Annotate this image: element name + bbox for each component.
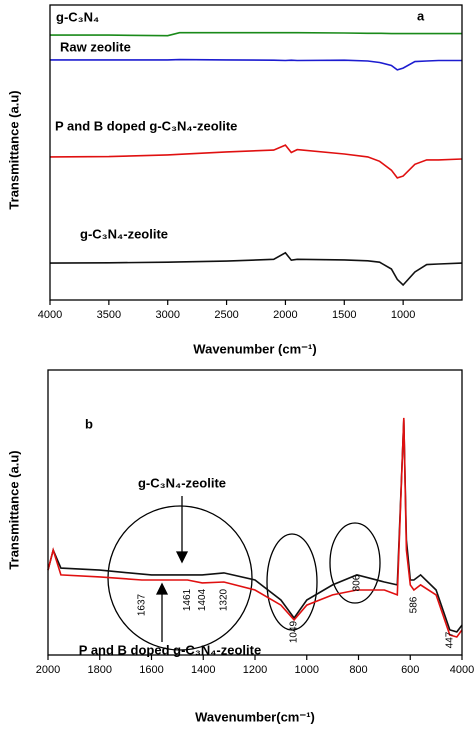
region-ellipse <box>266 533 318 631</box>
peak-label: 586 <box>409 596 420 613</box>
spectrum-line <box>50 31 462 37</box>
y-axis-label: Transmittance (a.u) <box>6 450 21 569</box>
peak-label: 806 <box>352 574 363 591</box>
x-tick-label: 4000 <box>38 309 62 321</box>
x-tick-label: 800 <box>349 664 367 676</box>
panel-label: b <box>85 416 93 431</box>
region-circle <box>107 505 253 651</box>
peak-label: 1404 <box>197 588 208 611</box>
y-axis-label: Transmittance (a.u) <box>6 90 21 209</box>
x-axis-label: Wavenumber(cm⁻¹) <box>195 709 315 724</box>
spectrum-line <box>49 144 463 179</box>
spectrum-line <box>47 419 463 633</box>
spectrum-line <box>47 417 463 638</box>
x-tick-label: 2000 <box>36 664 60 676</box>
series-label: g-C₃N₄-zeolite <box>80 226 168 241</box>
panel-label: a <box>417 8 425 23</box>
x-tick-label: 3500 <box>97 309 121 321</box>
peak-label: 1049 <box>289 620 300 643</box>
x-tick-label: 1400 <box>191 664 215 676</box>
arrow-head <box>155 582 169 595</box>
x-tick-label: 1000 <box>295 664 319 676</box>
spectrum-line <box>49 251 463 287</box>
x-tick-label: 2500 <box>214 309 238 321</box>
x-tick-label: 1600 <box>139 664 163 676</box>
x-tick-label: 2000 <box>273 309 297 321</box>
series-label: P and B doped g-C₃N₄-zeolite <box>55 118 237 133</box>
peak-label: 1320 <box>219 588 230 611</box>
region-ellipse <box>329 522 381 604</box>
arrow-head <box>175 551 189 564</box>
peak-label: 447 <box>444 631 455 648</box>
x-tick-label: 600 <box>401 664 419 676</box>
x-tick-label: 3000 <box>155 309 179 321</box>
spectrum-line <box>50 58 462 71</box>
x-tick-label: 4000 <box>450 664 474 676</box>
x-tick-label: 1000 <box>391 309 415 321</box>
x-tick-label: 1500 <box>332 309 356 321</box>
series-label: Raw zeolite <box>60 39 131 54</box>
series-label: g-C₃N₄ <box>56 9 99 24</box>
series-label: P and B doped g-C₃N₄-zeolite <box>79 642 261 657</box>
x-tick-label: 1200 <box>243 664 267 676</box>
series-label: g-C₃N₄-zeolite <box>138 475 226 490</box>
plot-frame <box>49 4 463 301</box>
annotation-shapes <box>107 496 381 651</box>
peak-label: 1637 <box>137 593 148 616</box>
peak-label: 1461 <box>182 588 193 611</box>
x-tick-label: 1800 <box>88 664 112 676</box>
x-axis-label: Wavenumber (cm⁻¹) <box>193 341 316 356</box>
